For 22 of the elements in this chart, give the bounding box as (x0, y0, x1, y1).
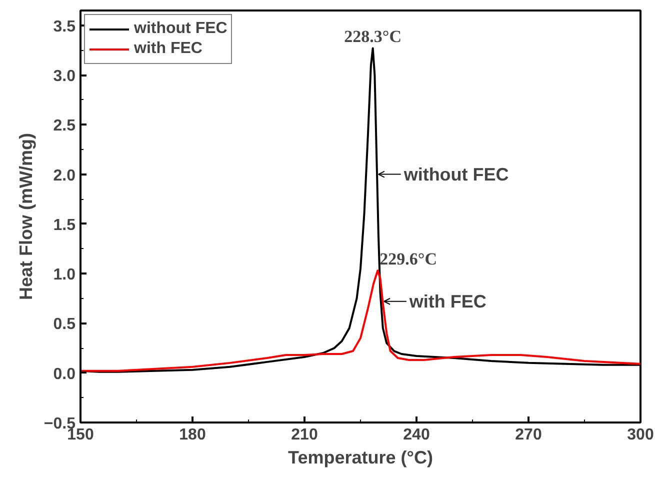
annotation: 228.3°C (344, 27, 402, 46)
y-tick-label: 3.0 (53, 68, 76, 86)
legend-label: without FEC (134, 20, 228, 38)
legend-label: with FEC (134, 40, 202, 58)
x-tick-label: 240 (403, 426, 430, 444)
x-tick-label: 180 (179, 426, 206, 444)
y-tick-label: 0.0 (53, 366, 76, 383)
x-tick-label: 210 (291, 426, 318, 444)
y-tick-label: 3.5 (53, 18, 76, 36)
y-tick-label: 0.5 (53, 316, 76, 334)
y-tick-label: 1.0 (53, 266, 76, 284)
x-tick-label: 300 (627, 426, 654, 444)
y-tick-label: 2.5 (53, 118, 76, 135)
y-tick-label: 2.0 (53, 167, 76, 184)
annotation: 229.6°C (380, 250, 437, 269)
line-series (80, 270, 640, 372)
y-axis-title: Heat Flow (mW/mg) (16, 132, 36, 300)
x-tick-label: 270 (515, 426, 542, 444)
x-axis-title: Temperature (°C) (288, 448, 433, 468)
annotation: without FEC (402, 164, 509, 184)
y-tick-label: 1.5 (53, 216, 76, 234)
annotation: with FEC (408, 291, 486, 312)
